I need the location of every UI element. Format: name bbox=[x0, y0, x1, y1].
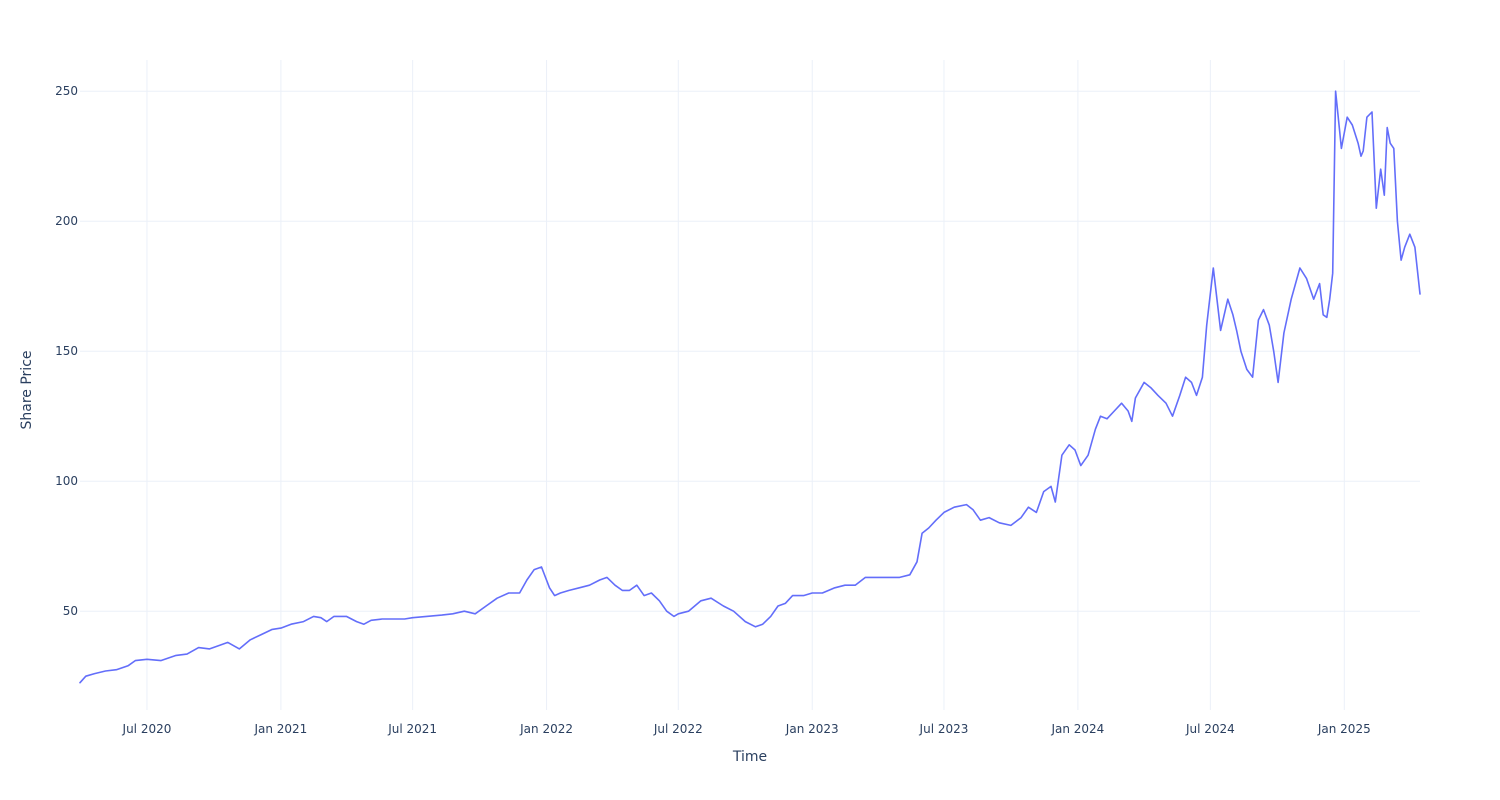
x-tick-label: Jul 2024 bbox=[1185, 722, 1235, 736]
y-axis-ticks: 50 100 150 200 250 bbox=[55, 84, 78, 618]
y-tick-label: 100 bbox=[55, 474, 78, 488]
series-layer bbox=[79, 90, 1421, 684]
x-axis-title: Time bbox=[732, 749, 767, 765]
y-axis-title: Share Price bbox=[19, 350, 35, 429]
y-tick-label: 250 bbox=[55, 84, 78, 98]
y-tick-label: 50 bbox=[63, 604, 78, 618]
y-tick-label: 150 bbox=[55, 344, 78, 358]
x-tick-label: Jan 2021 bbox=[253, 722, 307, 736]
y-tick-label: 200 bbox=[55, 214, 78, 228]
x-tick-label: Jul 2022 bbox=[653, 722, 703, 736]
x-tick-label: Jan 2022 bbox=[519, 722, 573, 736]
x-tick-label: Jul 2021 bbox=[387, 722, 437, 736]
x-tick-label: Jul 2020 bbox=[122, 722, 172, 736]
x-tick-label: Jan 2025 bbox=[1317, 722, 1371, 736]
series-line-0 bbox=[79, 90, 1421, 684]
x-tick-label: Jan 2023 bbox=[785, 722, 839, 736]
x-tick-label: Jul 2023 bbox=[919, 722, 969, 736]
x-axis-ticks: Jul 2020 Jan 2021 Jul 2021 Jan 2022 Jul 2022… bbox=[122, 722, 1371, 736]
grid-layer bbox=[80, 60, 1420, 710]
x-tick-label: Jan 2024 bbox=[1050, 722, 1104, 736]
